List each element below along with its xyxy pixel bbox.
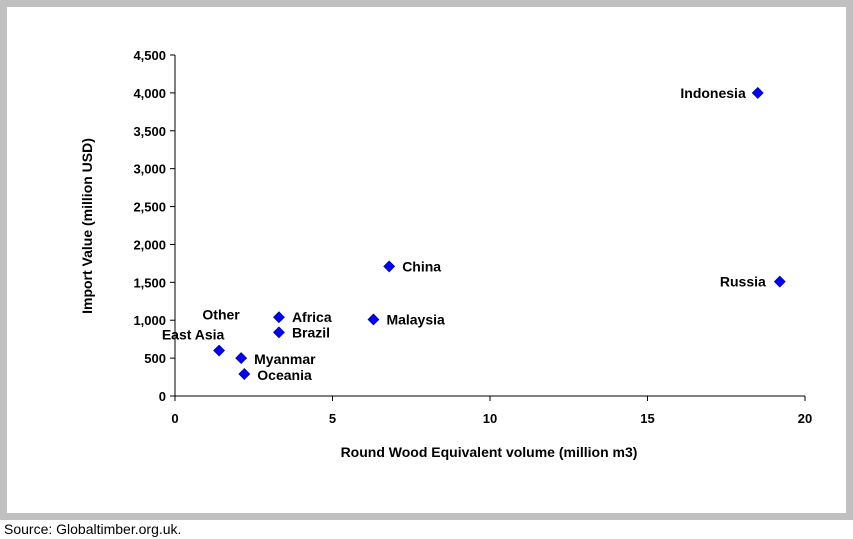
y-tick-label: 3,500 [133,124,166,139]
chart-area [7,7,846,513]
data-point-marker [273,311,285,324]
point-label: Myanmar [254,351,316,367]
point-label: Russia [720,274,766,290]
data-point-marker [773,275,786,288]
y-tick-label: 0 [159,389,166,404]
y-tick-label: 2,000 [133,237,166,252]
data-point-marker [383,260,396,273]
data-point-marker [235,352,248,365]
point-label: Indonesia [680,85,746,101]
y-tick-label: 1,500 [133,275,166,290]
point-label: Oceania [257,367,312,383]
y-axis-title: Import Value (million USD) [79,138,95,314]
data-point-marker [273,326,285,339]
point-labels: Indonesia Russia China Malaysia AfricaBrazil… [162,85,766,383]
data-point-marker [751,86,764,99]
x-tick-label: 5 [329,411,336,426]
data-point-marker [367,313,380,326]
data-points [213,86,786,380]
y-tick-label: 4,500 [133,48,166,63]
point-label: East Asia [162,327,225,343]
x-tick-label: 20 [798,411,812,426]
y-tick-label: 2,500 [133,200,166,215]
x-tick-label: 10 [483,411,497,426]
source-note: Source: Globaltimber.org.uk. [4,521,182,537]
x-tick-label: 0 [171,411,178,426]
data-point-marker [238,368,251,380]
y-tick-label: 1,000 [133,313,166,328]
point-label: Malaysia [386,311,445,327]
y-tick-label: 4,000 [133,86,166,101]
x-axis-title: Round Wood Equivalent volume (million m3… [341,444,638,460]
point-label: China [402,258,441,274]
scatter-chart: 0 500 1,000 1,500 2,000 2,500 3,000 3,500 4,000 4… [79,48,812,460]
point-label: Africa [292,309,332,325]
point-label: Brazil [292,324,330,340]
chart-frame [0,0,853,520]
x-tick-label: 15 [640,411,654,426]
data-point-marker [213,344,226,357]
y-tick-label: 500 [144,351,166,366]
ticks: 0 500 1,000 1,500 2,000 2,500 3,000 3,500 4,000 4… [133,48,812,426]
y-tick-label: 3,000 [133,162,166,177]
axes [174,55,805,397]
point-label: Other [202,307,240,323]
